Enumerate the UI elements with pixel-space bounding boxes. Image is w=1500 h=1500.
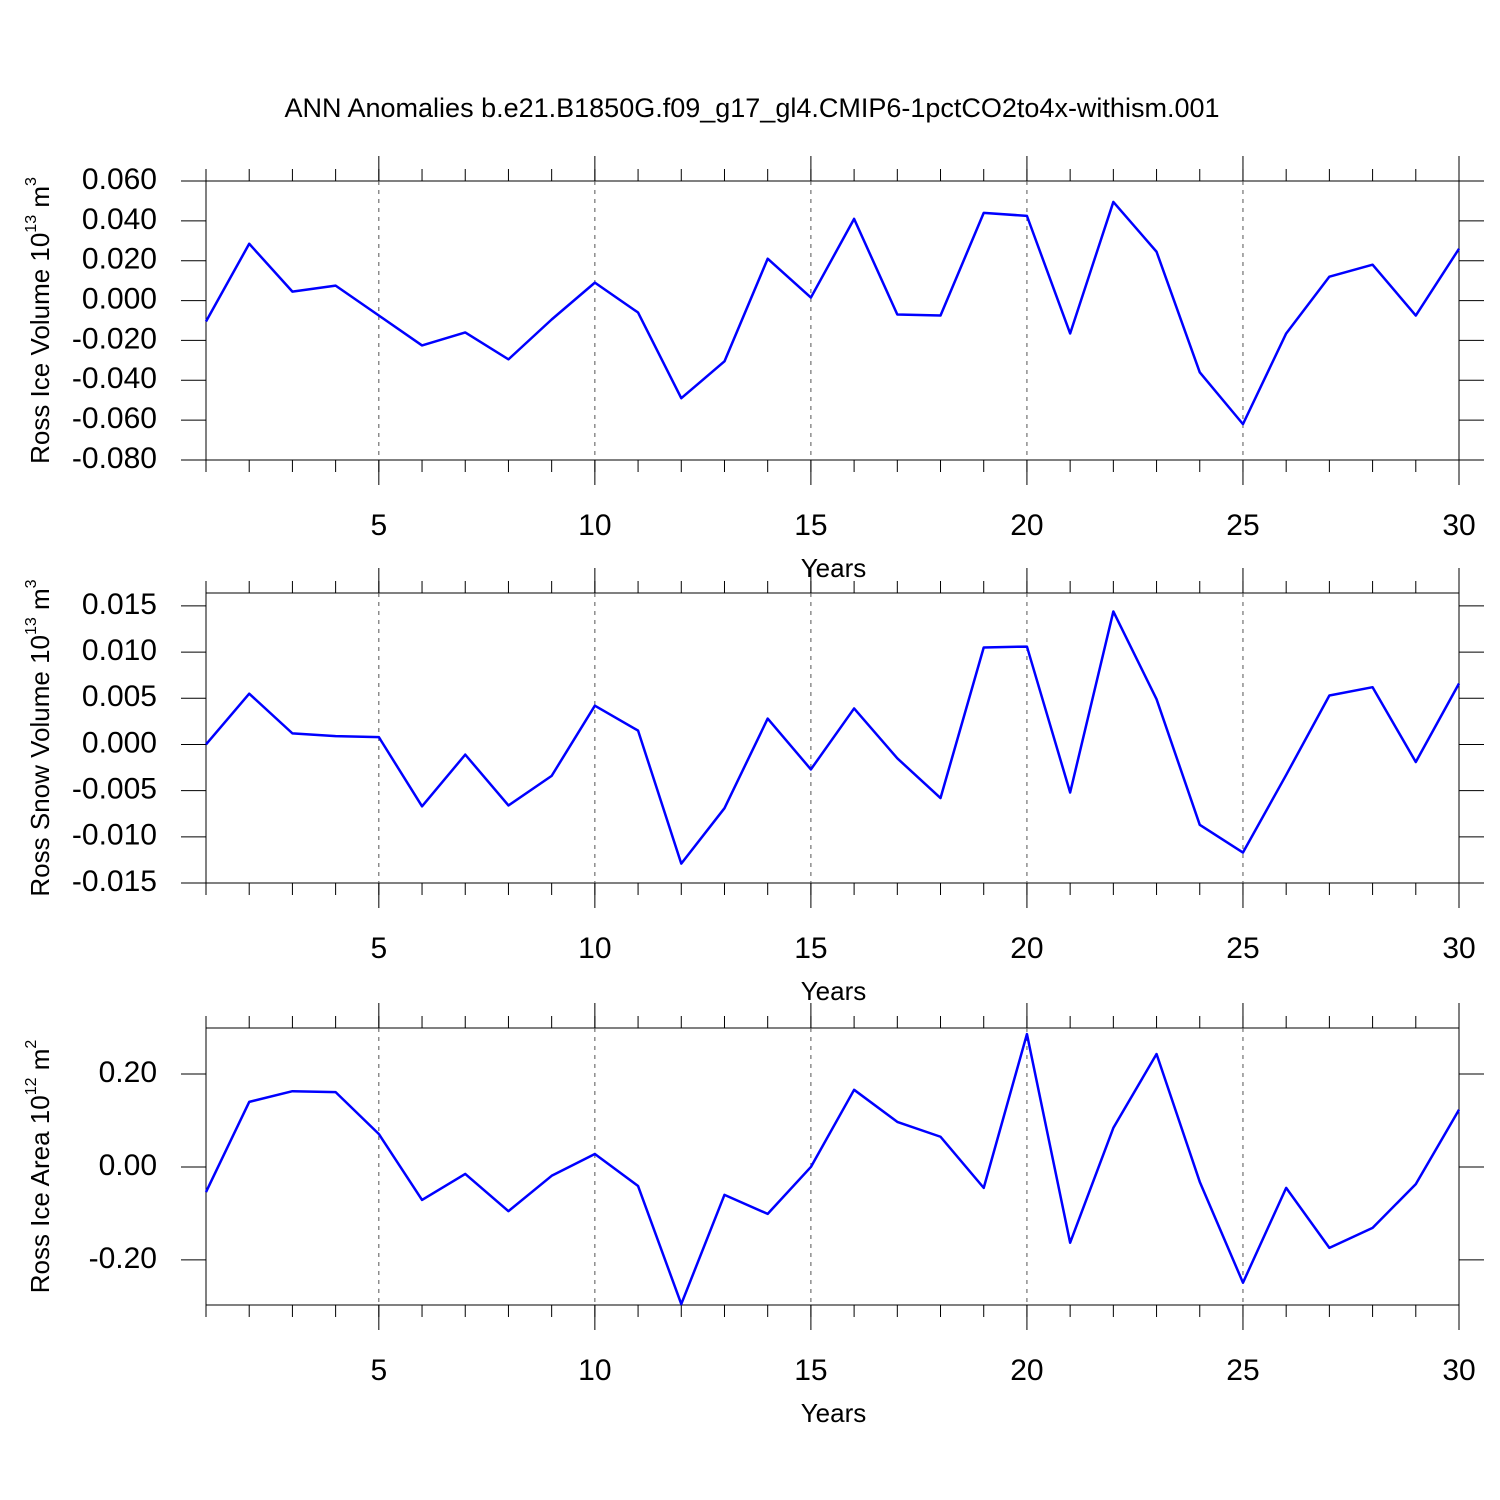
y-axis-label-part: m xyxy=(25,1049,55,1078)
x-tick-label: 5 xyxy=(370,509,387,542)
y-tick-label: 0.020 xyxy=(82,243,157,276)
y-tick-label: -0.080 xyxy=(72,442,157,475)
x-tick-label: 10 xyxy=(578,932,611,965)
y-tick-label: 0.005 xyxy=(82,680,157,713)
y-tick-label: 0.000 xyxy=(82,726,157,759)
x-tick-label: 10 xyxy=(578,1354,611,1387)
x-axis-label: Years xyxy=(801,976,867,1006)
x-tick-label: 25 xyxy=(1226,932,1259,965)
y-tick-label: 0.010 xyxy=(82,634,157,667)
plot-frame xyxy=(205,1027,1460,1306)
y-tick-label: -0.015 xyxy=(72,865,157,898)
x-tick-label: 25 xyxy=(1226,509,1259,542)
y-axis-label-part: Ross Ice Volume 10 xyxy=(25,233,55,464)
y-axis-label-exponent: 2 xyxy=(23,1040,40,1049)
y-axis-label-exponent: 13 xyxy=(23,617,40,635)
y-axis-label: Ross Ice Area 1012 m2 xyxy=(23,1040,55,1294)
data-line xyxy=(204,200,1461,426)
y-axis-label-exponent: 12 xyxy=(23,1077,40,1095)
x-tick-label: 20 xyxy=(1010,509,1043,542)
y-axis-label-exponent: 13 xyxy=(23,215,40,233)
y-axis-label-part: m xyxy=(25,588,55,617)
y-axis-label: Ross Snow Volume 1013 m3 xyxy=(23,579,55,896)
data-line xyxy=(204,1032,1461,1306)
plot-frame xyxy=(205,592,1460,884)
x-tick-label: 15 xyxy=(794,509,827,542)
y-tick-label: 0.00 xyxy=(99,1149,157,1182)
y-axis-label-exponent: 3 xyxy=(23,177,40,186)
x-tick-label: 5 xyxy=(370,1354,387,1387)
y-tick-label: 0.20 xyxy=(99,1056,157,1089)
x-tick-label: 25 xyxy=(1226,1354,1259,1387)
y-tick-label: 0.040 xyxy=(82,203,157,236)
y-tick-label: -0.020 xyxy=(72,322,157,355)
x-tick-label: 10 xyxy=(578,509,611,542)
y-axis-label: Ross Ice Volume 1013 m3 xyxy=(23,177,55,464)
y-tick-label: -0.060 xyxy=(72,402,157,435)
x-tick-label: 15 xyxy=(794,1354,827,1387)
y-tick-label: -0.040 xyxy=(72,362,157,395)
y-tick-label: -0.20 xyxy=(89,1242,157,1275)
x-tick-label: 30 xyxy=(1442,509,1475,542)
data-line xyxy=(205,610,1461,865)
x-tick-label: 20 xyxy=(1010,1354,1043,1387)
y-axis-label-part: Ross Snow Volume 10 xyxy=(25,635,55,897)
x-tick-label: 15 xyxy=(794,932,827,965)
y-tick-label: -0.005 xyxy=(72,773,157,806)
y-tick-label: 0.015 xyxy=(82,588,157,621)
figure-title: ANN Anomalies b.e21.B1850G.f09_g17_gl4.C… xyxy=(284,93,1219,123)
y-tick-label: 0.060 xyxy=(82,163,157,196)
x-tick-label: 5 xyxy=(370,932,387,965)
x-tick-label: 30 xyxy=(1442,932,1475,965)
plot-frame xyxy=(205,180,1460,461)
x-tick-label: 20 xyxy=(1010,932,1043,965)
y-tick-label: 0.000 xyxy=(82,282,157,315)
y-axis-label-part: m xyxy=(25,186,55,215)
x-tick-label: 30 xyxy=(1442,1354,1475,1387)
y-axis-label-part: Ross Ice Area 10 xyxy=(25,1095,55,1293)
x-axis-label: Years xyxy=(801,1398,867,1428)
x-axis-label: Years xyxy=(801,553,867,583)
y-axis-label-exponent: 3 xyxy=(23,579,40,588)
y-tick-label: -0.010 xyxy=(72,819,157,852)
